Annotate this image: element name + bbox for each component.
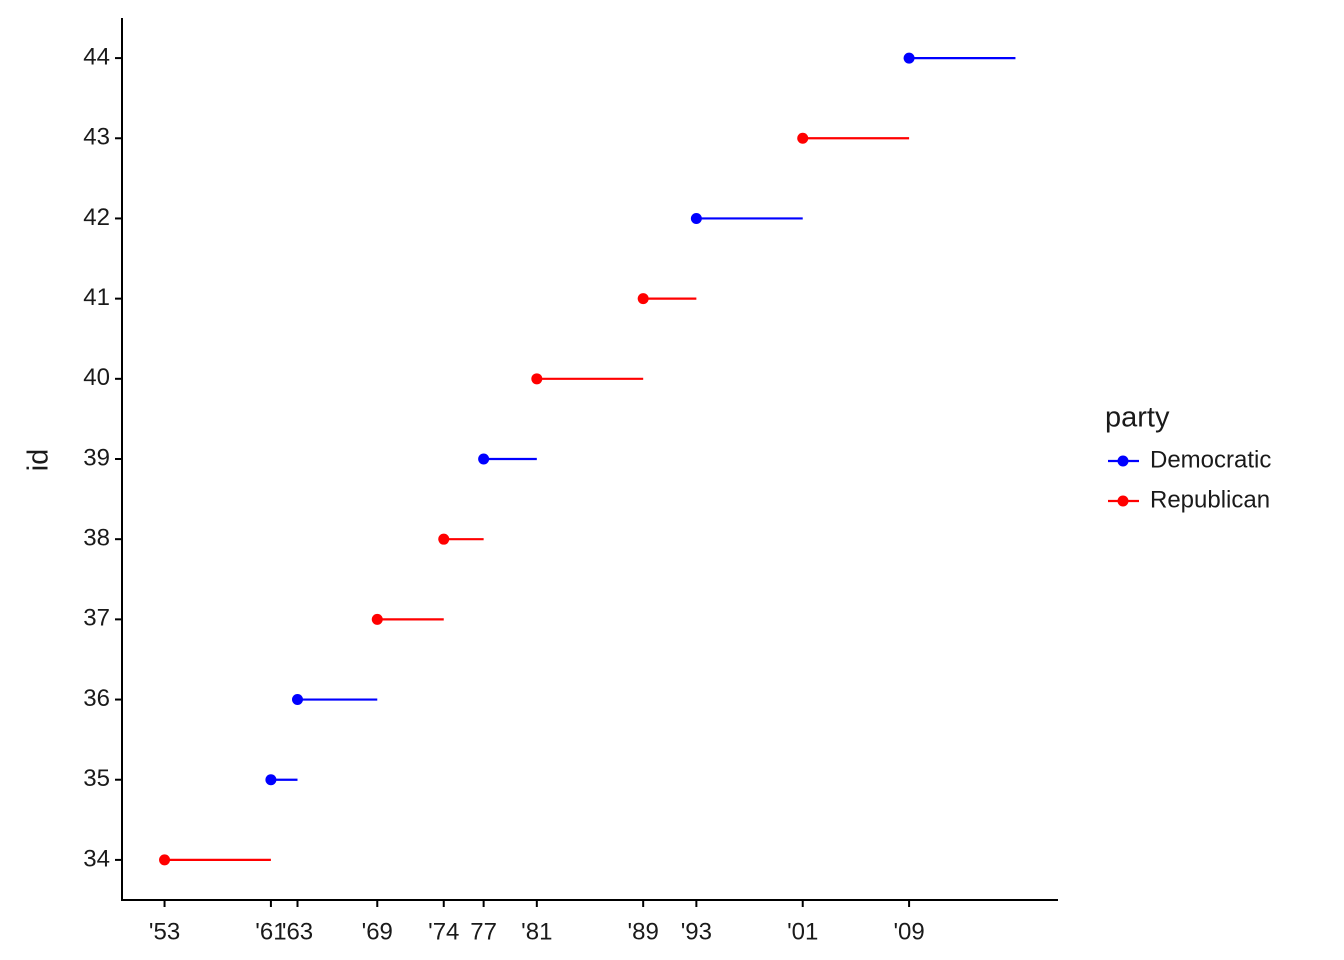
x-tick-label: '89 bbox=[628, 918, 659, 945]
x-tick-label: 77 bbox=[470, 918, 497, 945]
y-tick-label: 39 bbox=[83, 444, 110, 471]
y-tick-label: 35 bbox=[83, 765, 110, 792]
x-tick-label: '63 bbox=[282, 918, 313, 945]
term-start-point bbox=[797, 132, 809, 144]
term-start-point bbox=[903, 52, 915, 64]
term-start-point bbox=[292, 694, 303, 706]
legend-key-point bbox=[1117, 495, 1129, 507]
legend-label: Republican bbox=[1150, 486, 1270, 513]
y-tick-label: 42 bbox=[83, 204, 110, 231]
term-start-point bbox=[690, 212, 702, 224]
y-axis-title: id bbox=[23, 449, 55, 472]
y-tick-label: 40 bbox=[83, 364, 110, 391]
term-start-point bbox=[531, 373, 543, 385]
x-tick-label: '53 bbox=[149, 918, 180, 945]
x-tick-label: '69 bbox=[362, 918, 393, 945]
x-tick-label: '09 bbox=[893, 918, 924, 945]
y-tick-label: 34 bbox=[83, 845, 110, 872]
y-tick-label: 43 bbox=[83, 124, 110, 151]
legend-title: party bbox=[1105, 402, 1170, 434]
term-start-point bbox=[371, 613, 383, 625]
legend-label: Democratic bbox=[1150, 446, 1271, 473]
x-tick-label: '81 bbox=[521, 918, 552, 945]
y-tick-label: 44 bbox=[83, 43, 110, 70]
y-tick-label: 36 bbox=[83, 685, 110, 712]
term-start-point bbox=[265, 774, 277, 786]
y-tick-label: 41 bbox=[83, 284, 110, 311]
y-tick-label: 37 bbox=[83, 605, 110, 632]
x-tick-label: '93 bbox=[681, 918, 712, 945]
x-tick-label: '01 bbox=[787, 918, 818, 945]
term-start-point bbox=[637, 293, 649, 305]
x-tick-label: '74 bbox=[428, 918, 459, 945]
term-start-point bbox=[159, 854, 171, 866]
legend-key-point bbox=[1117, 455, 1129, 467]
x-tick-label: '61 bbox=[255, 918, 286, 945]
term-start-point bbox=[478, 453, 490, 465]
term-start-point bbox=[438, 533, 450, 545]
y-tick-label: 38 bbox=[83, 525, 110, 552]
